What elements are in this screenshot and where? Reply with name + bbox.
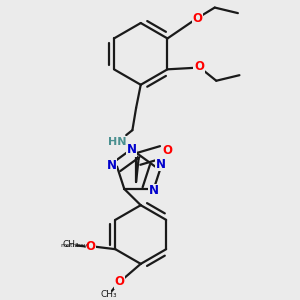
Text: O: O [114,275,124,288]
Text: N: N [106,158,116,172]
Text: O: O [162,144,172,157]
Text: N: N [127,143,137,156]
Text: O: O [194,60,204,74]
Text: CH₃: CH₃ [101,290,118,299]
Text: CH₃: CH₃ [62,240,79,249]
Text: HN: HN [108,137,127,147]
Text: methoxy: methoxy [60,243,88,248]
Text: O: O [85,240,96,253]
Text: O: O [192,13,203,26]
Text: N: N [148,184,158,197]
Text: N: N [156,158,166,171]
